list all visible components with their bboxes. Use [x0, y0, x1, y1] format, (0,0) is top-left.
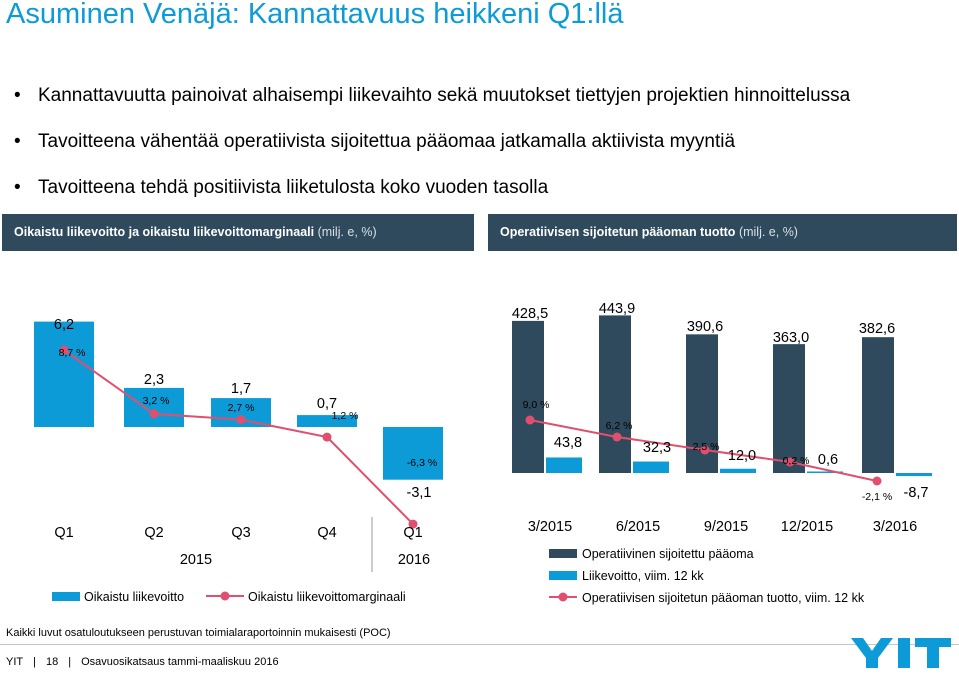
footer: YIT | 18 | Osavuosikatsaus tammi-maaliskuu 2…: [6, 656, 279, 668]
margin-line: [63, 349, 414, 525]
roce-line: [529, 419, 878, 482]
x-tick-label: Q2: [144, 525, 163, 541]
capital-bar: [686, 334, 718, 473]
x-tick-label: 12/2015: [781, 519, 833, 535]
roce-point: [700, 445, 710, 455]
profit-bar: [297, 415, 357, 427]
margin-point: [408, 519, 418, 529]
margin-value-label: 2,7 %: [228, 402, 255, 414]
roce-point: [612, 432, 622, 442]
margin-value-label: 3,2 %: [143, 395, 170, 407]
operating-profit-bar: [720, 468, 756, 473]
x-tick-label: 9/2015: [704, 519, 748, 535]
x-tick-label: Q1: [403, 525, 422, 541]
footer-document-title: Osavuosikatsaus tammi-maaliskuu 2016: [81, 656, 279, 668]
operating-profit-bar: [896, 473, 932, 477]
capital-bar: [862, 337, 894, 473]
operating-profit-bar: [633, 461, 669, 473]
right-panel-title: Operatiivisen sijoitetun pääoman tuotto: [500, 225, 736, 239]
footer-divider: [0, 644, 959, 645]
capital-value-label: 428,5: [512, 306, 548, 322]
margin-value-label: -6,3 %: [407, 457, 437, 469]
capital-value-label: 363,0: [773, 330, 809, 346]
operating-profit-value-label: 0,6: [818, 452, 838, 468]
page-title: Asuminen Venäjä: Kannattavuus heikkeni Q…: [6, 0, 624, 30]
margin-point: [149, 409, 159, 419]
roce-value-label: 9,0 %: [523, 399, 550, 411]
roce-value-label: 0,2 %: [783, 455, 810, 467]
legend-swatch-capital: [549, 549, 577, 558]
right-panel-unit: (milj. e, %): [738, 225, 798, 239]
margin-value-label: 8,7 %: [59, 347, 86, 359]
profit-value-label: 1,7: [231, 381, 251, 397]
operating-profit-value-label: 32,3: [643, 440, 671, 456]
legend-swatch-operating-profit: [549, 571, 577, 580]
profit-value-label: 6,2: [54, 317, 74, 333]
operating-profit-bar: [807, 471, 843, 473]
margin-point: [59, 345, 69, 355]
capital-bar: [512, 320, 544, 473]
x-tick-label: Q1: [54, 525, 73, 541]
legend-label-margin: Oikaistu liikevoittomarginaali: [248, 590, 406, 604]
capital-value-label: 390,6: [687, 319, 723, 335]
roce-point: [872, 476, 882, 486]
x-tick-label: Q3: [231, 525, 250, 541]
profit-bar: [383, 427, 443, 480]
left-panel-unit: (milj. e, %): [317, 225, 377, 239]
profit-value-label: 2,3: [144, 372, 164, 388]
legend-swatch-profit: [52, 592, 80, 601]
margin-point: [322, 432, 332, 442]
bullet-list: Kannattavuutta painoivat alhaisempi liik…: [14, 84, 850, 222]
x-tick-label: Q4: [317, 525, 336, 541]
operating-profit-value-label: -8,7: [904, 485, 929, 501]
right-panel-header: Operatiivisen sijoitetun pääoman tuotto …: [488, 214, 957, 251]
footer-company: YIT: [6, 656, 24, 668]
x-tick-label: 3/2016: [873, 519, 917, 535]
legend-label-profit: Oikaistu liikevoitto: [84, 590, 184, 604]
roce-point: [785, 457, 795, 467]
legend-marker-margin: [220, 591, 230, 601]
operating-profit-bar: [546, 457, 582, 473]
roce-value-label: 6,2 %: [606, 420, 633, 432]
capital-bar: [599, 315, 631, 473]
legend-label-operating-profit: Liikevoitto, viim. 12 kk: [582, 569, 704, 583]
x-tick-label: 3/2015: [528, 519, 572, 535]
bullet-item: Tavoitteena tehdä positiivista liiketulo…: [14, 176, 850, 222]
year-group-label: 2016: [398, 552, 430, 568]
left-panel-header: Oikaistu liikevoitto ja oikaistu liikevo…: [2, 214, 474, 251]
legend-marker-roce: [558, 592, 568, 602]
legend-label-capital: Operatiivinen sijoitettu pääoma: [582, 547, 754, 561]
profit-bar: [34, 321, 94, 427]
bullet-item: Kannattavuutta painoivat alhaisempi liik…: [14, 84, 850, 130]
operating-profit-value-label: 43,8: [554, 435, 582, 451]
operating-profit-value-label: 12,0: [728, 448, 756, 464]
roce-value-label: 2,5 %: [693, 441, 720, 453]
capital-value-label: 382,6: [859, 321, 895, 337]
left-panel-title: Oikaistu liikevoitto ja oikaistu liikevo…: [14, 225, 315, 239]
profit-value-label: 0,7: [317, 396, 337, 412]
x-tick-label: 6/2015: [616, 519, 660, 535]
yit-logo-icon: [851, 638, 951, 668]
capital-bar: [773, 344, 805, 473]
year-group-label: 2015: [180, 552, 212, 568]
capital-value-label: 443,9: [599, 301, 635, 317]
profit-bar: [211, 398, 271, 427]
legend-label-roce: Operatiivisen sijoitetun pääoman tuotto,…: [582, 591, 865, 605]
footnote: Kaikki luvut osatuloutukseen perustuvan …: [6, 627, 391, 639]
profit-value-label: -3,1: [407, 485, 432, 501]
profit-bar: [124, 387, 184, 427]
margin-point: [236, 415, 246, 425]
footer-page-number: 18: [45, 656, 59, 668]
margin-value-label: 1,2 %: [332, 410, 359, 422]
roce-point: [525, 415, 535, 425]
roce-value-label: -2,1 %: [862, 491, 892, 503]
bullet-item: Tavoitteena vähentää operatiivista sijoi…: [14, 130, 850, 176]
